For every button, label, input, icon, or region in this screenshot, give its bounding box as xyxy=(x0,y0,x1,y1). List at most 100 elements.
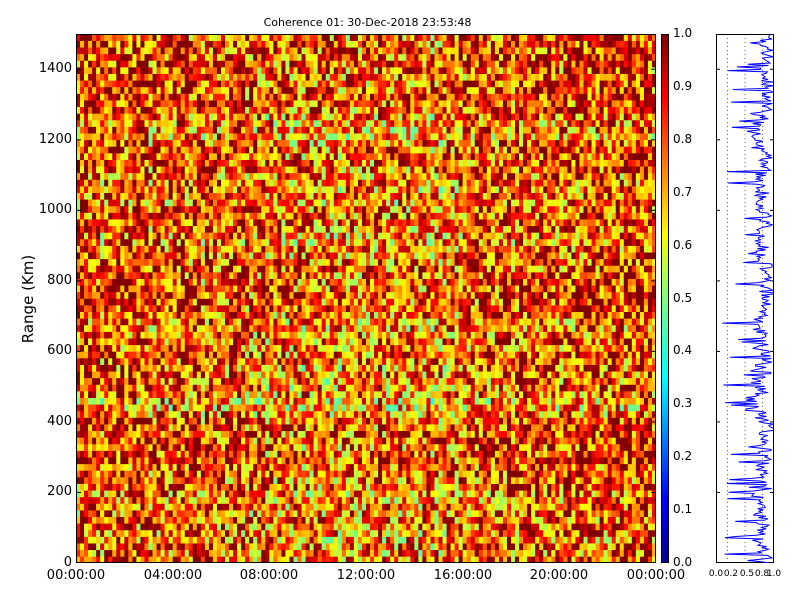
heatmap-cell xyxy=(611,410,617,418)
heatmap-cell xyxy=(430,463,435,471)
heatmap-cell xyxy=(216,384,222,392)
heatmap-cell xyxy=(156,516,161,524)
heatmap-cell xyxy=(164,510,169,518)
heatmap-cell xyxy=(474,424,480,432)
heatmap-cell xyxy=(370,450,375,458)
heatmap-cell xyxy=(539,463,544,471)
heatmap-cell xyxy=(555,384,560,392)
heatmap-cell xyxy=(337,529,343,537)
heatmap-cell xyxy=(519,496,524,504)
heatmap-cell xyxy=(490,443,496,451)
heatmap-cell xyxy=(160,450,165,458)
heatmap-cell xyxy=(527,384,532,392)
heatmap-cell xyxy=(100,384,105,392)
heatmap-cell xyxy=(599,344,604,352)
heatmap-cell xyxy=(253,470,258,478)
heatmap-cell xyxy=(301,391,306,398)
heatmap-cell xyxy=(249,496,254,504)
heatmap-cell xyxy=(442,543,447,551)
heatmap-cell xyxy=(535,377,540,385)
heatmap-cell xyxy=(462,437,467,445)
heatmap-cell xyxy=(430,510,435,518)
heatmap-cell xyxy=(583,510,588,518)
heatmap-cell xyxy=(527,503,532,511)
heatmap-cell xyxy=(543,490,548,498)
heatmap-cell xyxy=(647,523,653,531)
heatmap-cell xyxy=(140,437,145,445)
heatmap-cell xyxy=(374,358,379,365)
heatmap-cell xyxy=(200,510,206,518)
heatmap-cell xyxy=(374,529,379,537)
heatmap-cell xyxy=(84,397,89,405)
heatmap-cell xyxy=(454,549,459,557)
heatmap-cell xyxy=(100,404,105,412)
heatmap-cell xyxy=(466,523,472,531)
heatmap-cell xyxy=(325,404,331,412)
heatmap-cell xyxy=(539,377,544,385)
heatmap-cell xyxy=(297,490,302,498)
heatmap-cell xyxy=(394,529,399,537)
heatmap-cell xyxy=(152,556,157,563)
heatmap-cell xyxy=(100,377,105,385)
heatmap-cell xyxy=(124,344,129,352)
heatmap-cell xyxy=(96,417,101,425)
heatmap-cell xyxy=(144,424,149,432)
heatmap-cell xyxy=(208,457,214,465)
heatmap-cell xyxy=(478,417,484,425)
heatmap-cell xyxy=(225,344,230,352)
heatmap-cell xyxy=(386,404,391,412)
heatmap-cell xyxy=(317,549,322,557)
heatmap-cell xyxy=(414,523,419,531)
heatmap-cell xyxy=(370,457,375,465)
heatmap-cell xyxy=(261,543,266,551)
heatmap-cell xyxy=(341,470,347,478)
heatmap-cell xyxy=(619,351,625,359)
heatmap-cell xyxy=(124,483,129,491)
heatmap-cell xyxy=(374,344,379,352)
heatmap-cell xyxy=(96,358,101,365)
heatmap-cell xyxy=(647,536,653,544)
heatmap-cell xyxy=(277,430,282,438)
heatmap-cell xyxy=(587,477,592,484)
heatmap-cell xyxy=(317,437,322,445)
heatmap-cell xyxy=(269,430,274,438)
heatmap-cell xyxy=(152,437,157,445)
heatmap-cell xyxy=(180,424,186,432)
heatmap-cell xyxy=(515,371,520,379)
heatmap-cell xyxy=(410,417,415,425)
heatmap-cell xyxy=(474,410,480,418)
heatmap-cell xyxy=(414,417,419,425)
heatmap-cell xyxy=(277,503,282,511)
heatmap-cell xyxy=(406,490,411,498)
heatmap-cell xyxy=(482,410,488,418)
heatmap-cell xyxy=(253,510,258,518)
heatmap-cell xyxy=(245,523,250,531)
heatmap-cell xyxy=(305,338,310,346)
y-tick-label: 400 xyxy=(47,414,72,429)
heatmap-cell xyxy=(555,556,560,563)
heatmap-cell xyxy=(370,430,375,438)
heatmap-cell xyxy=(257,410,262,418)
heatmap-cell xyxy=(398,496,403,504)
heatmap-cell xyxy=(229,397,234,405)
heatmap-cell xyxy=(96,331,101,339)
heatmap-cell xyxy=(579,338,584,346)
heatmap-cell xyxy=(196,371,202,379)
heatmap-cell xyxy=(583,463,588,471)
heatmap-cell xyxy=(116,377,121,385)
heatmap-cell xyxy=(515,384,520,392)
heatmap-cell xyxy=(140,450,145,458)
heatmap-cell xyxy=(349,377,355,385)
heatmap-cell xyxy=(543,377,548,385)
heatmap-cell xyxy=(100,331,105,339)
heatmap-cell xyxy=(643,543,649,551)
heatmap-cell xyxy=(482,443,488,451)
heatmap-cell xyxy=(611,351,617,359)
heatmap-cell xyxy=(402,397,407,405)
heatmap-cell xyxy=(519,457,524,465)
heatmap-cell xyxy=(321,457,327,465)
heatmap-cell xyxy=(253,523,258,531)
heatmap-cell xyxy=(563,483,568,491)
heatmap-cell xyxy=(249,417,254,425)
heatmap-cell xyxy=(100,450,105,458)
